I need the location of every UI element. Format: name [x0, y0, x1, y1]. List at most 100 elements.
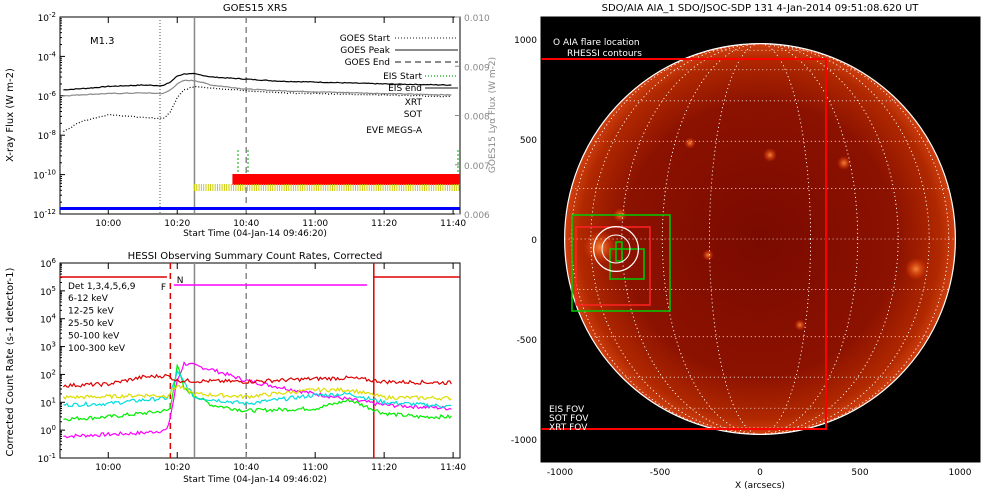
coverage-bar-eve — [60, 207, 460, 210]
legend-label: 50-100 keV — [68, 332, 120, 342]
legend-label: 25-50 keV — [68, 319, 114, 329]
aia-image-panel: SDO/AIA AIA_1 SDO/JSOC-SDP 131 4-Jan-201… — [511, 3, 981, 491]
x-tick-label: 10:00 — [95, 463, 121, 473]
y-tick-label: -500 — [517, 336, 538, 346]
series-line-100-300-kev — [62, 373, 452, 388]
y-tick-label: 10-8 — [38, 129, 56, 142]
goes-legend: GOES Start GOES Peak GOES End EIS Start EIS … — [340, 34, 458, 136]
longitude-line — [590, 43, 930, 435]
y-tick-label: 0 — [531, 236, 537, 246]
active-region — [702, 249, 714, 261]
fov-box-slit — [615, 241, 623, 262]
hessi-ylabel: Corrected Count Rate (s-1 detector-1) — [5, 267, 16, 456]
legend-label: GOES Start — [340, 34, 391, 44]
y-right-tick-label: 0.010 — [464, 14, 490, 24]
hessi-y-ticks: 10-1 100 101 102 103 104 105 106 — [38, 257, 65, 465]
x-tick-label: 11:20 — [371, 219, 397, 229]
legend-label: 6-12 keV — [68, 294, 109, 304]
goes-y-ticks-right: 0.006 0.007 0.008 0.009 0.010 — [455, 14, 490, 221]
active-region — [794, 319, 806, 331]
x-tick-label: 11:00 — [302, 463, 328, 473]
aia-fov-boxes — [541, 58, 827, 430]
x-tick-label: 10:40 — [233, 219, 259, 229]
legend-fov-label: SOT FOV — [549, 414, 589, 424]
flag-n: N — [177, 276, 184, 286]
goes-coverage-bars — [60, 150, 460, 210]
legend-label: XRT — [405, 98, 423, 108]
active-region — [763, 148, 777, 162]
y-tick-label: 10-6 — [38, 90, 57, 103]
x-tick-label: 11:20 — [371, 463, 397, 473]
goes-title: GOES15 XRS — [223, 3, 287, 14]
legend-label: EVE MEGS-A — [366, 126, 423, 136]
legend-label: EIS end — [388, 84, 422, 94]
y-tick-label: 105 — [40, 285, 56, 298]
series-line-6-12-kev — [63, 360, 452, 439]
x-tick-label: -500 — [650, 468, 671, 478]
x-tick-label: -1000 — [547, 468, 573, 478]
series-line-25-50-kev — [63, 369, 452, 409]
y-tick-label: 10-12 — [33, 208, 56, 221]
y-tick-label: 103 — [40, 341, 56, 354]
series-line-ly- — [63, 85, 452, 133]
aia-y-ticks: 1000 500 0 -500 -1000 — [511, 36, 547, 446]
x-tick-label: 10:20 — [164, 463, 190, 473]
goes-annotation: M1.3 — [90, 36, 115, 47]
series-line-goes-short — [63, 79, 452, 97]
y-tick-label: 10-10 — [33, 169, 56, 182]
hessi-flags: NF — [60, 276, 460, 293]
series-line-50-100-kev — [62, 384, 452, 401]
legend-fov-label: XRT FOV — [549, 423, 588, 433]
hessi-plot-frame — [59, 262, 461, 459]
coverage-bar-xrt — [232, 174, 460, 185]
x-tick-label: 11:00 — [302, 219, 328, 229]
fov-box-sot — [609, 248, 645, 280]
fov-box-xrt — [541, 58, 827, 430]
hessi-event-lines — [169, 263, 375, 458]
aia-heliographic-grid — [564, 43, 956, 435]
aia-xlabel: X (arcsecs) — [735, 481, 785, 491]
longitude-line — [570, 43, 950, 435]
y-tick-label: 10-1 — [38, 452, 56, 465]
y-tick-label: 101 — [40, 396, 56, 409]
legend-label: SOT — [404, 110, 423, 120]
x-tick-label: 10:00 — [95, 219, 121, 229]
legend-label: 100-300 keV — [68, 344, 126, 354]
hessi-x-ticks: 10:00 10:20 10:40 11:00 11:20 11:40 — [95, 263, 466, 473]
legend-label: GOES Peak — [340, 46, 390, 56]
y-tick-label: -1000 — [511, 436, 537, 446]
fov-box-eis — [571, 214, 671, 312]
hessi-xlabel: Start Time (04-Jan-14 09:46:02) — [183, 475, 327, 485]
x-tick-label: 11:40 — [440, 219, 466, 229]
goes-series — [63, 72, 452, 133]
hessi-series — [62, 360, 452, 439]
legend-label: EIS Start — [383, 72, 422, 82]
y-tick-label: 100 — [40, 424, 56, 437]
goes-xlabel: Start Time (04-Jan-14 09:46:20) — [183, 229, 327, 239]
y-tick-label: 102 — [40, 368, 56, 381]
goes-y-ticks: 10-12 10-10 10-8 10-6 10-4 10-2 — [33, 11, 65, 221]
goes-ylabel-right: GOES15 Lyα Flux (W m-2) — [488, 57, 498, 173]
rhessi-contour — [601, 234, 631, 264]
active-region — [904, 257, 928, 281]
legend-flare-location: O AIA flare location — [553, 38, 640, 48]
goes-xrs-panel: GOES15 XRS M1.3 X-ray Flux (W m-2) GOES1… — [5, 3, 498, 239]
flare-location-circle — [592, 226, 639, 273]
x-tick-label: 500 — [851, 468, 868, 478]
y-tick-label: 10-2 — [38, 11, 56, 24]
y-tick-label: 1000 — [514, 36, 537, 46]
y-right-tick-label: 0.007 — [464, 162, 490, 172]
legend-label: GOES End — [345, 58, 390, 68]
longitude-line — [621, 43, 899, 435]
legend-fov-label: EIS FOV — [549, 405, 585, 415]
longitude-line — [661, 43, 859, 435]
y-tick-label: 10-4 — [38, 50, 57, 63]
series-line-goes-long — [63, 72, 452, 91]
sun-disk — [564, 43, 956, 435]
hessi-title: HESSI Observing Summary Count Rates, Cor… — [128, 251, 383, 262]
goes-x-ticks: 10:00 10:20 10:40 11:00 11:20 11:40 — [95, 17, 466, 229]
x-tick-label: 11:40 — [440, 463, 466, 473]
longitude-line — [709, 43, 811, 435]
x-tick-label: 1000 — [949, 468, 972, 478]
